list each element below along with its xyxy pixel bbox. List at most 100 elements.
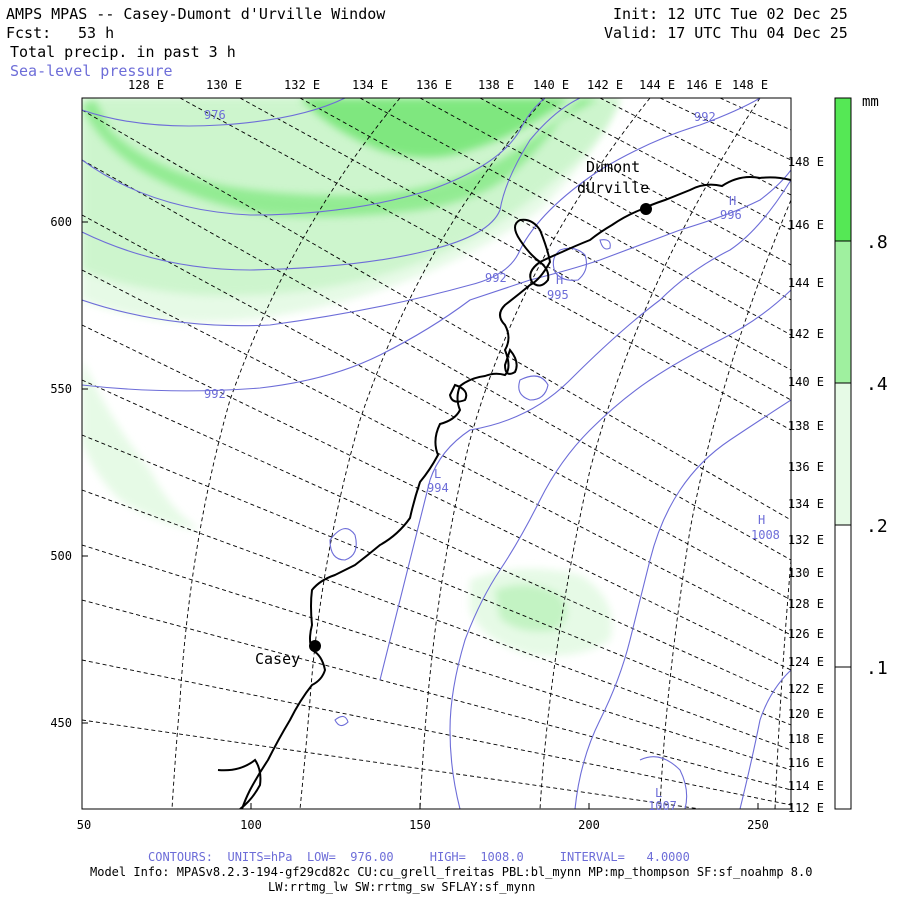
bottom-axis-label: 250: [747, 818, 769, 832]
meridian: [539, 98, 791, 231]
isobar-label: 992: [694, 110, 716, 124]
isobar-small-ring: [599, 239, 611, 250]
forecast-hour: 53 h: [78, 24, 115, 42]
bottom-axis-label: 100: [240, 818, 262, 832]
legend-label-08: .8: [866, 232, 888, 253]
left-axis-label: 500: [50, 549, 72, 563]
meridian: [82, 489, 791, 751]
right-axis-label: 142 E: [788, 327, 824, 341]
meridian: [719, 98, 791, 131]
meridian: [82, 379, 791, 701]
meridian: [299, 98, 791, 371]
legend-swatch-mid: [835, 241, 851, 383]
isobar-1008: [739, 669, 791, 809]
left-axis-labels: 600 550 500 450: [50, 215, 72, 730]
isobar-996: [379, 179, 791, 681]
coastline-bay-2: [448, 383, 468, 403]
right-axis-label: 136 E: [788, 460, 824, 474]
isobar-low-1007: [639, 756, 688, 809]
isobar-ring-west: [329, 528, 357, 561]
coastline-islet: [529, 261, 550, 287]
top-axis-labels: 128 E 130 E 132 E 134 E 136 E 138 E 140 …: [128, 78, 768, 92]
field-slp-label: Sea-level pressure: [10, 62, 173, 80]
isobar-label: 992: [204, 387, 226, 401]
top-axis-label: 142 E: [587, 78, 623, 92]
top-axis-label: 144 E: [639, 78, 675, 92]
legend-label-02: .2: [866, 516, 888, 537]
meridian: [82, 719, 701, 809]
isobar-984: [82, 98, 581, 271]
right-axis-label: 140 E: [788, 375, 824, 389]
high-marker: H: [556, 273, 563, 287]
meridian: [82, 109, 791, 521]
right-axis-label: 144 E: [788, 276, 824, 290]
top-axis-label: 148 E: [732, 78, 768, 92]
isobar-ring-mid: [518, 375, 549, 401]
isobar-988: [82, 98, 761, 327]
precip-shading: [82, 98, 620, 656]
low-value: 1007: [648, 799, 677, 813]
right-axis-label: 120 E: [788, 707, 824, 721]
axis-ticks: [81, 221, 759, 809]
precip-band-heavy: [82, 98, 600, 217]
parallel: [774, 559, 791, 809]
parallel: [299, 98, 546, 809]
right-axis-label: 134 E: [788, 497, 824, 511]
top-axis-label: 128 E: [128, 78, 164, 92]
isobar-1000: [449, 289, 791, 809]
isobar-high-995: [552, 247, 587, 281]
precip-core-heavy: [300, 98, 570, 158]
precip-area-east-core: [495, 585, 567, 632]
top-axis-label: 130 E: [206, 78, 242, 92]
top-axis-label: 134 E: [352, 78, 388, 92]
meridian: [659, 98, 791, 161]
top-axis-label: 140 E: [533, 78, 569, 92]
slp-contours: [82, 98, 791, 809]
init-time: Init: 12 UTC Tue 02 Dec 25: [613, 5, 848, 23]
dumont-station-marker: [640, 203, 652, 215]
top-axis-label: 138 E: [478, 78, 514, 92]
isobar-992: [82, 169, 791, 392]
dumont-label: Dumont: [586, 158, 640, 176]
meridian: [82, 434, 791, 726]
high-value: 996: [720, 208, 742, 222]
isobar-label: 992: [485, 271, 507, 285]
right-axis-label: 126 E: [788, 627, 824, 641]
high-marker: H: [729, 194, 736, 208]
isobar-ring-south: [334, 715, 349, 727]
contour-info: CONTOURS: UNITS=hPa LOW= 976.00 HIGH= 10…: [148, 850, 690, 864]
meridian: [359, 98, 791, 336]
bottom-axis-label: 50: [77, 818, 91, 832]
plot-frame: [81, 97, 792, 810]
legend-label-04: .4: [866, 374, 888, 395]
left-axis-label: 600: [50, 215, 72, 229]
top-axis-label: 136 E: [416, 78, 452, 92]
meridian: [479, 98, 791, 266]
bottom-axis-labels: 50 100 150 200 250: [77, 818, 769, 832]
right-axis-label: 138 E: [788, 419, 824, 433]
parallel: [539, 98, 761, 809]
right-axis-label: 132 E: [788, 533, 824, 547]
legend-unit: mm: [862, 94, 879, 110]
forecast-label: Fcst:: [6, 24, 52, 42]
meridian: [82, 544, 791, 771]
pressure-labels: 976 992 992 992 H 995 H 996 L 994 H 1008…: [204, 108, 780, 813]
right-axis-label: 128 E: [788, 597, 824, 611]
meridian: [82, 159, 791, 561]
right-axis-label: 148 E: [788, 155, 824, 169]
parallel: [171, 98, 401, 809]
bottom-axis-label: 200: [578, 818, 600, 832]
casey-station-marker: [309, 640, 321, 652]
meridian: [82, 659, 791, 806]
field-precip-label: Total precip. in past 3 h: [10, 43, 236, 61]
isobar-label: 976: [204, 108, 226, 122]
left-axis-label: 550: [50, 382, 72, 396]
legend-label-01: .1: [866, 658, 888, 679]
right-axis-label: 116 E: [788, 756, 824, 770]
left-axis-label: 450: [50, 716, 72, 730]
isobar-1004: [574, 399, 791, 809]
coastline-bay: [503, 347, 518, 375]
top-axis-label: 146 E: [686, 78, 722, 92]
right-axis-label: 112 E: [788, 801, 824, 815]
bottom-axis-label: 150: [409, 818, 431, 832]
